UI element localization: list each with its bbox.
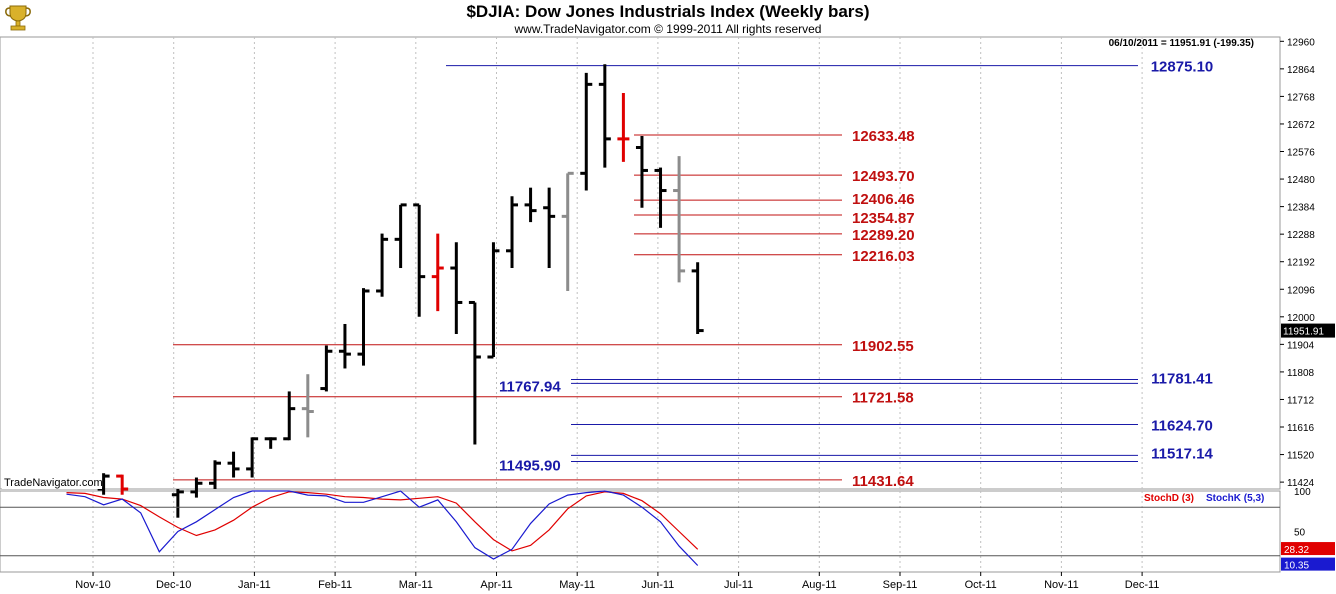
stochk-last-label: 10.35 — [1284, 561, 1309, 572]
y-tick-label: 12864 — [1287, 65, 1315, 76]
level-label: 11781.41 — [1151, 371, 1213, 388]
ohlc-bar — [208, 460, 221, 489]
y-tick-label: 11424 — [1287, 478, 1315, 489]
y-tick-label: 11616 — [1287, 423, 1315, 434]
ohlc-bar — [524, 187, 537, 223]
ohlc-bar — [468, 300, 481, 445]
ohlc-bar — [635, 136, 648, 208]
x-tick-label: Jul-11 — [724, 579, 753, 591]
level-label: 12406.46 — [852, 191, 915, 208]
x-tick-label: Jan-11 — [238, 579, 271, 591]
y-tick-label: 11712 — [1287, 395, 1315, 406]
ohlc-bar — [691, 262, 704, 335]
level-label: 11431.64 — [852, 473, 914, 490]
ohlc-bar — [654, 167, 667, 228]
y-tick-label: 12768 — [1287, 92, 1315, 103]
stoch-series-line — [66, 490, 699, 566]
level-label: 11624.70 — [1151, 418, 1213, 435]
ohlc-bar — [357, 288, 370, 366]
trophy-logo-icon — [5, 5, 31, 31]
ohlc-bar — [506, 196, 519, 269]
y-tick-label: 12096 — [1287, 285, 1315, 296]
watermark-bg — [2, 476, 102, 489]
y-tick-label: 12480 — [1287, 175, 1315, 186]
ohlc-bar — [264, 437, 277, 449]
ohlc-bar — [320, 345, 333, 392]
ohlc-bar — [376, 233, 389, 297]
ohlc-bar — [301, 374, 314, 438]
stoch-series-line — [66, 491, 699, 552]
level-label: 12289.20 — [852, 227, 915, 244]
ohlc-bar — [673, 156, 686, 283]
ohlc-bar — [227, 451, 240, 478]
ohlc-bar — [598, 64, 611, 168]
x-tick-label: Dec-10 — [156, 579, 191, 591]
level-label: 11721.58 — [852, 390, 914, 407]
ohlc-bar — [190, 477, 203, 498]
ohlc-bar — [617, 92, 630, 162]
ohlc-bar — [543, 187, 556, 269]
ohlc-bar — [487, 242, 500, 359]
x-tick-label: May-11 — [559, 579, 595, 591]
x-tick-label: Aug-11 — [802, 579, 837, 591]
y-tick-label: 11520 — [1287, 451, 1315, 462]
stoch-tick-label: 50 — [1294, 528, 1306, 539]
ohlc-bar — [116, 474, 129, 495]
ohlc-bar — [450, 242, 463, 335]
y-tick-label: 12192 — [1287, 258, 1315, 269]
y-tick-label: 12000 — [1287, 313, 1315, 324]
x-tick-label: Sep-11 — [883, 579, 918, 591]
ohlc-bar — [171, 489, 184, 518]
level-label: 12354.87 — [852, 210, 915, 227]
level-label: 12633.48 — [852, 128, 915, 145]
y-tick-label: 12576 — [1287, 148, 1315, 159]
chart-title: $DJIA: Dow Jones Industrials Index (Week… — [466, 2, 870, 21]
level-label: 11767.94 — [499, 378, 561, 395]
ohlc-bar — [431, 233, 444, 312]
y-tick-label: 11808 — [1287, 368, 1315, 379]
x-tick-label: Jun-11 — [641, 579, 674, 591]
legend-stochd: StochD (3) — [1144, 493, 1194, 504]
stochastic-pane — [0, 490, 1281, 573]
level-label: 12493.70 — [852, 168, 915, 185]
x-tick-label: Dec-11 — [1125, 579, 1160, 591]
ohlc-bar — [394, 203, 407, 269]
y-tick-label: 12960 — [1287, 37, 1315, 48]
price-pane — [0, 36, 1281, 490]
chart-subtitle: www.TradeNavigator.com © 1999-2011 All r… — [514, 22, 822, 36]
x-tick-label: Apr-11 — [480, 579, 512, 591]
x-tick-label: Feb-11 — [318, 579, 352, 591]
y-tick-label: 12672 — [1287, 120, 1315, 131]
last-value-readout: 06/10/2011 = 11951.91 (-199.35) — [1109, 38, 1254, 49]
y-tick-label: 11904 — [1287, 340, 1315, 351]
last-price-label: 11951.91 — [1283, 327, 1324, 338]
ohlc-bar — [413, 203, 426, 317]
ohlc-bar — [246, 437, 259, 478]
x-tick-label: Nov-11 — [1044, 579, 1079, 591]
x-tick-label: Oct-11 — [965, 579, 997, 591]
level-label: 12875.10 — [1151, 59, 1214, 76]
x-tick-label: Mar-11 — [399, 579, 433, 591]
ohlc-bar — [580, 72, 593, 191]
stoch-tick-label: 100 — [1294, 487, 1311, 498]
y-tick-label: 12384 — [1287, 203, 1315, 214]
level-label: 12216.03 — [852, 248, 915, 265]
watermark-text: TradeNavigator.com — [4, 477, 103, 489]
stochd-last-marker — [1281, 542, 1335, 556]
level-label: 11517.14 — [1151, 445, 1213, 462]
ohlc-bar — [338, 323, 351, 369]
stochd-last-label: 28.32 — [1284, 545, 1309, 556]
y-tick-label: 12288 — [1287, 230, 1315, 241]
ohlc-bar — [561, 171, 574, 291]
stochk-last-marker — [1281, 557, 1335, 571]
level-label: 11902.55 — [852, 338, 914, 355]
last-price-marker — [1281, 323, 1335, 338]
legend-stochk: StochK (5,3) — [1206, 493, 1264, 504]
ohlc-bar — [283, 391, 296, 441]
x-tick-label: Nov-10 — [75, 579, 110, 591]
level-label: 11495.90 — [499, 457, 561, 474]
